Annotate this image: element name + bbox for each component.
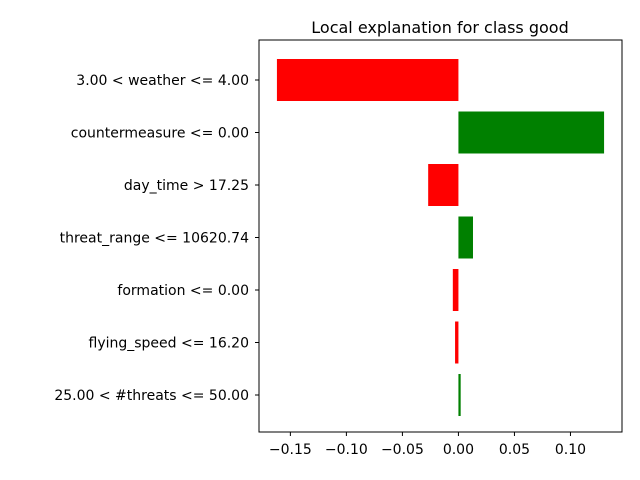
y-tick-label: 3.00 < weather <= 4.00 (76, 73, 249, 89)
bars-group (276, 59, 605, 416)
x-tick-labels: −0.15 −0.10 −0.05 0.00 0.05 0.10 (269, 432, 586, 458)
y-tick-label: formation <= 0.00 (117, 283, 249, 299)
y-tick-label: day_time > 17.25 (124, 178, 249, 194)
y-tick-label: threat_range <= 10620.74 (60, 231, 249, 247)
y-tick-label: countermeasure <= 0.00 (71, 126, 249, 142)
y-tick-label: flying_speed <= 16.20 (89, 336, 250, 352)
bar-2 (428, 164, 459, 206)
bar-4 (452, 269, 459, 311)
y-tick-labels: 3.00 < weather <= 4.00 countermeasure <= … (54, 73, 259, 404)
x-tick-label: 0.00 (443, 442, 474, 458)
x-tick-label: 0.05 (499, 442, 530, 458)
bar-3 (458, 216, 473, 259)
bar-6 (458, 374, 461, 416)
y-tick-label: 25.00 < #threats <= 50.00 (54, 388, 249, 404)
bar-1 (458, 111, 605, 154)
axes-frame (258, 39, 623, 433)
x-tick-label: 0.10 (555, 442, 586, 458)
chart-title: Local explanation for class good (311, 18, 568, 37)
x-tick-label: −0.10 (325, 442, 368, 458)
bar-5 (455, 321, 459, 364)
x-tick-label: −0.15 (269, 442, 312, 458)
bar-0 (276, 59, 459, 101)
x-tick-label: −0.05 (381, 442, 424, 458)
